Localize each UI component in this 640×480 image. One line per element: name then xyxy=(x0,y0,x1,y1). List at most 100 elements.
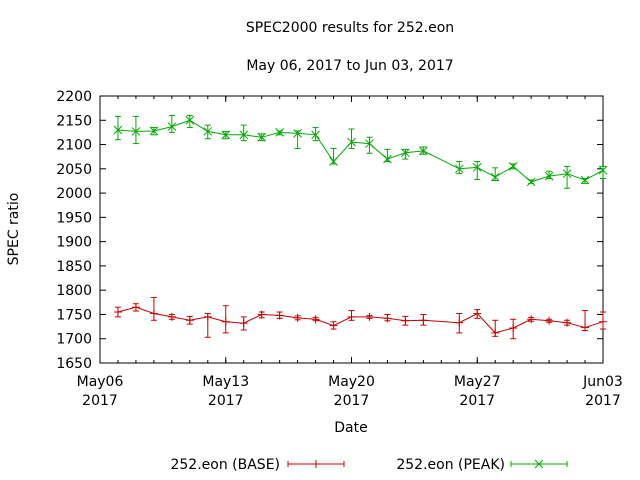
x-tick-label: May20 xyxy=(328,374,375,390)
point-marker-part xyxy=(365,139,374,148)
data-point xyxy=(167,312,176,321)
y-tick-label: 1650 xyxy=(56,356,92,372)
data-point xyxy=(383,154,392,164)
data-point xyxy=(275,311,284,320)
y-tick-label: 1800 xyxy=(56,283,92,299)
point-marker-part xyxy=(203,127,213,136)
legend: 252.eon (BASE) 252.eon (PEAK) xyxy=(170,457,568,473)
data-point xyxy=(401,316,410,325)
legend-sample xyxy=(287,460,345,468)
point-marker-part xyxy=(275,128,284,137)
data-point xyxy=(347,312,356,321)
x-ticks: May06 2017 May13 2017 May20 2017 May27 2017 Jun0… xyxy=(77,96,623,409)
data-point xyxy=(167,122,177,131)
error-bar xyxy=(402,148,409,160)
data-point xyxy=(401,148,410,158)
chart-subtitle: May 06, 2017 to Jun 03, 2017 xyxy=(246,58,453,74)
data-point xyxy=(491,328,500,337)
data-point xyxy=(563,318,572,327)
x-tick-label: May27 xyxy=(454,374,501,390)
y-tick-label: 2000 xyxy=(56,186,92,202)
x-tick-label-year: 2017 xyxy=(82,393,118,409)
x-tick-label-year: 2017 xyxy=(334,393,370,409)
data-point xyxy=(293,313,302,322)
point-marker-part xyxy=(257,132,267,142)
data-point xyxy=(185,316,194,325)
error-bar xyxy=(186,114,193,129)
data-point xyxy=(311,315,320,324)
x-tick-label: May06 xyxy=(77,374,124,390)
point-marker-part xyxy=(239,130,249,140)
data-point xyxy=(221,130,231,140)
data-point xyxy=(329,157,338,166)
series-base xyxy=(113,296,607,340)
error-bar xyxy=(114,115,121,141)
legend-label: 252.eon (PEAK) xyxy=(396,457,505,473)
x-axis-label: Date xyxy=(334,420,367,436)
point-marker-part xyxy=(508,162,518,171)
y-tick-label: 2150 xyxy=(56,113,92,129)
data-point xyxy=(455,318,464,327)
y-tick-label: 2050 xyxy=(56,162,92,178)
error-bar xyxy=(132,115,139,145)
y-tick-label: 1950 xyxy=(56,210,92,226)
error-bar xyxy=(312,127,319,142)
error-bar xyxy=(564,165,571,189)
data-point xyxy=(419,316,428,325)
y-tick-label: 1900 xyxy=(56,235,92,251)
y-ticks: 1650 1700 1750 1800 1850 1900 1950 2000 2050 2100… xyxy=(56,89,603,372)
error-bar xyxy=(492,167,499,181)
x-tick-label: Jun03 xyxy=(582,374,623,390)
point-marker-part xyxy=(131,127,141,136)
data-point xyxy=(472,163,482,172)
point-marker-part xyxy=(347,137,356,147)
data-point xyxy=(473,309,482,318)
y-axis-label: SPEC ratio xyxy=(6,193,22,266)
data-point xyxy=(581,323,590,332)
point-marker-part xyxy=(534,459,544,469)
point-marker-part xyxy=(544,171,554,181)
data-point xyxy=(221,317,230,326)
error-bar xyxy=(600,165,606,180)
point-marker-part xyxy=(185,115,195,125)
series-layer xyxy=(113,114,608,340)
series-line xyxy=(117,119,604,183)
data-point xyxy=(113,308,122,317)
legend-label: 252.eon (BASE) xyxy=(170,457,280,473)
point-marker-part xyxy=(221,130,231,140)
legend-sample xyxy=(510,459,568,469)
data-point xyxy=(131,127,141,136)
point-marker-part xyxy=(598,165,608,175)
x-tick-label: May13 xyxy=(202,374,249,390)
data-point xyxy=(365,312,374,321)
y-tick-label: 1700 xyxy=(56,332,92,348)
data-point xyxy=(329,321,338,330)
x-tick-label-year: 2017 xyxy=(585,393,621,409)
data-point xyxy=(131,303,140,312)
point-marker-part xyxy=(293,129,302,138)
error-bar xyxy=(474,161,481,180)
data-point xyxy=(347,137,356,147)
point-marker-part xyxy=(401,148,410,158)
error-bar xyxy=(366,136,373,154)
error-bar xyxy=(168,114,175,133)
error-bar xyxy=(240,124,247,142)
data-point xyxy=(275,128,284,137)
point-marker-part xyxy=(329,157,338,166)
data-point xyxy=(257,132,267,142)
data-point xyxy=(257,310,266,319)
point-marker-part xyxy=(419,146,428,156)
data-point xyxy=(580,175,590,185)
data-point xyxy=(419,146,428,156)
data-point xyxy=(113,125,123,135)
y-tick-label: 2200 xyxy=(56,89,92,105)
data-point xyxy=(527,315,536,324)
error-bar xyxy=(546,170,553,180)
data-point xyxy=(383,314,392,323)
y-tick-label: 1850 xyxy=(56,259,92,275)
data-point xyxy=(311,130,320,140)
data-point xyxy=(454,164,464,174)
point-marker-part xyxy=(526,177,536,187)
point-marker-part xyxy=(149,126,159,136)
